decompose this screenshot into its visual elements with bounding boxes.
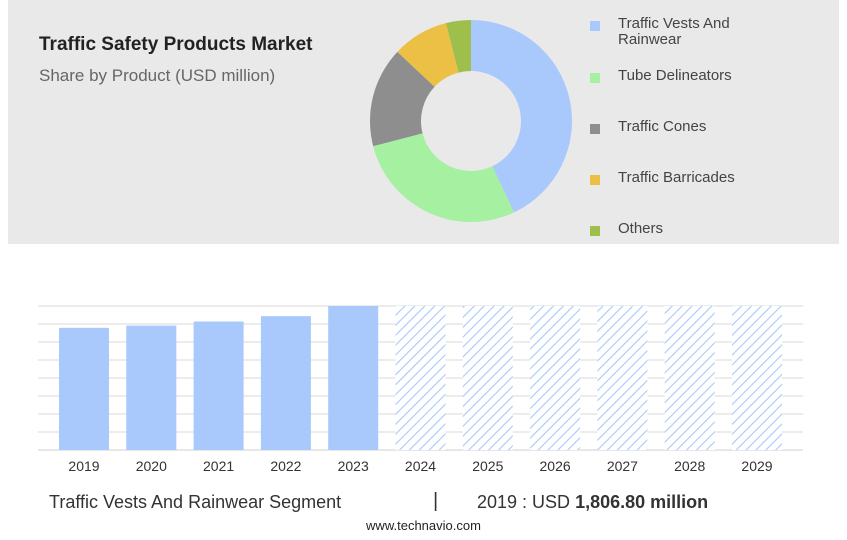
forecast-bar [597, 306, 648, 450]
bar [126, 325, 177, 450]
segment-value-prefix: 2019 : USD [477, 492, 576, 512]
segment-value: 2019 : USD 1,806.80 million [477, 492, 708, 513]
x-tick-label: 2026 [540, 458, 571, 474]
x-tick-label: 2023 [338, 458, 369, 474]
x-tick-label: 2019 [68, 458, 99, 474]
footer-separator: | [433, 490, 439, 512]
bar [328, 306, 379, 450]
legend-swatch-icon [590, 73, 600, 83]
x-tick-label: 2029 [741, 458, 772, 474]
legend-swatch-icon [590, 21, 600, 31]
legend-swatch-icon [590, 226, 600, 236]
footer: Traffic Vests And Rainwear Segment | 201… [0, 490, 847, 518]
donut-slice [397, 23, 459, 87]
site-url[interactable]: www.technavio.com [366, 518, 481, 533]
x-tick-label: 2020 [136, 458, 167, 474]
bar-chart: 2019 2020 2021 2022 2023 2024 2025 2026 2027 2028… [38, 305, 803, 474]
legend-swatch-icon [590, 175, 600, 185]
legend-label: Traffic Barricades [618, 169, 735, 186]
donut-slice [370, 51, 435, 147]
x-tick-label: 2027 [607, 458, 638, 474]
segment-value-amount: 1,806.80 million [575, 492, 709, 512]
donut-chart [370, 20, 572, 222]
forecast-bar [395, 306, 446, 450]
legend-label: Others [618, 220, 664, 237]
donut-slice [471, 20, 572, 213]
bar [59, 327, 109, 450]
forecast-bar [530, 306, 581, 450]
legend-label: Traffic Vests And Rainwear [618, 15, 730, 48]
legend-swatch-icon [590, 124, 600, 134]
x-tick-label: 2028 [674, 458, 705, 474]
x-tick-label: 2024 [405, 458, 436, 474]
forecast-bar [664, 306, 715, 450]
bar [193, 321, 244, 450]
donut-slice [445, 20, 471, 73]
legend-item: Traffic Barricades [590, 170, 768, 186]
forecast-bar [732, 306, 782, 450]
x-tick-label: 2021 [203, 458, 234, 474]
legend-item: Tube Delineators [590, 68, 768, 84]
chart-title: Traffic Safety Products Market [39, 34, 313, 55]
legend-item: Others [590, 221, 768, 237]
legend-label: Traffic Cones [618, 118, 707, 135]
chart-subtitle: Share by Product (USD million) [39, 66, 276, 85]
legend-item: Traffic Cones [590, 119, 768, 135]
legend-item: Traffic Vests And Rainwear [590, 16, 768, 48]
donut-slice [373, 133, 515, 222]
bar [260, 316, 311, 450]
legend-label: Tube Delineators [618, 67, 732, 84]
forecast-bar [462, 306, 513, 450]
x-tick-label: 2025 [472, 458, 503, 474]
segment-label: Traffic Vests And Rainwear Segment [49, 492, 342, 512]
x-tick-label: 2022 [270, 458, 301, 474]
